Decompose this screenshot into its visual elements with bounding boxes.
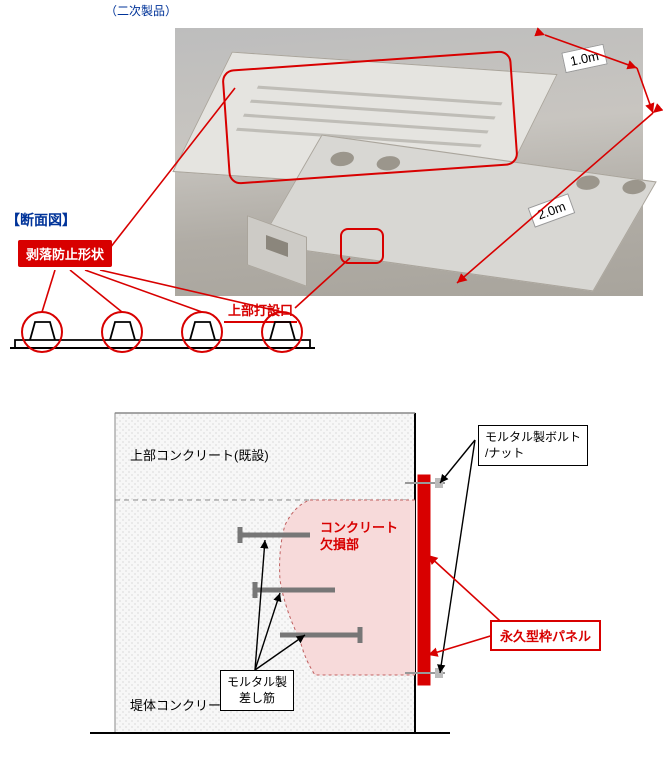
top-note: （二次製品）	[105, 2, 177, 19]
section-heading: 【断面図】	[6, 210, 76, 230]
rebar-label: モルタル製 差し筋	[220, 670, 294, 711]
bolt-label: モルタル製ボルト /ナット	[478, 425, 588, 466]
anti-spall-label: 剥落防止形状	[18, 240, 112, 267]
rib-2	[102, 312, 142, 352]
damage-label: コンクリート 欠損部	[320, 520, 398, 554]
upper-concrete-label: 上部コンクリート(既設)	[130, 445, 269, 464]
permanent-panel	[418, 475, 430, 685]
photo-annotations-svg	[175, 28, 663, 296]
rib-1	[22, 312, 62, 352]
rib-3	[182, 312, 222, 352]
permanent-panel-label: 永久型枠パネル	[490, 620, 601, 651]
body-concrete-label: 堤体コンクリート	[130, 695, 234, 714]
cross-section-svg	[0, 270, 330, 370]
rib-4	[262, 312, 302, 352]
diagram-canvas: （二次製品） 1.0m 2.0m	[0, 0, 663, 770]
